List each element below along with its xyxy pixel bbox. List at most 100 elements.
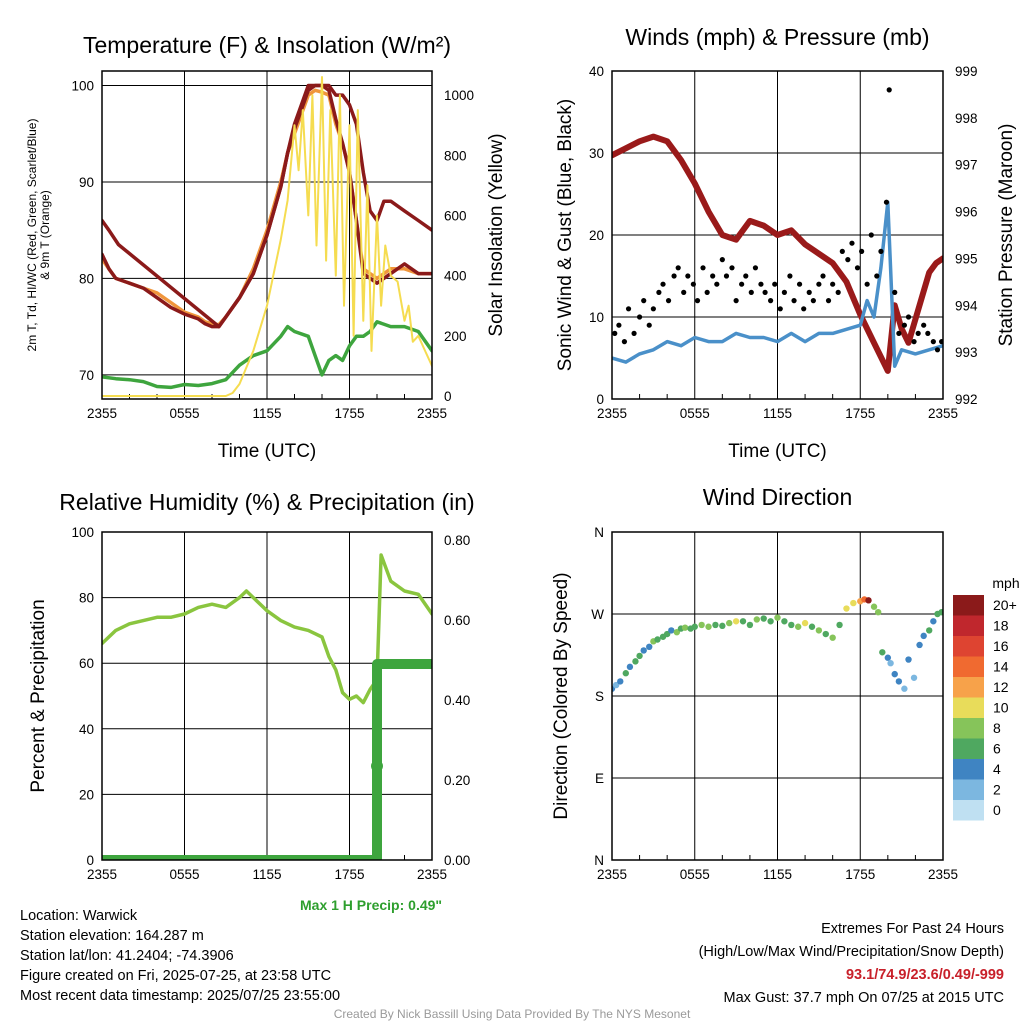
- gust-point: [810, 298, 816, 304]
- x-tick-label: 2355: [928, 406, 958, 421]
- y-tick-label: 10: [589, 310, 604, 325]
- gust-point: [710, 273, 716, 279]
- y-axis-label-left: Sonic Wind & Gust (Blue, Black): [555, 99, 576, 371]
- y-axis-label-right: Solar Insolation (Yellow): [486, 133, 507, 336]
- plot-frame: [101, 531, 433, 861]
- gust-point: [675, 265, 681, 271]
- x-tick-label: 2355: [87, 867, 117, 882]
- y-tick-label: 0: [86, 853, 94, 868]
- direction-point: [887, 660, 894, 667]
- gust-point: [925, 330, 931, 336]
- extremes-desc: (High/Low/Max Wind/Precipitation/Snow De…: [698, 944, 1004, 960]
- legend-swatch: [953, 636, 984, 657]
- extremes-block: Extremes For Past 24 Hours (High/Low/Max…: [699, 918, 1004, 1010]
- gust-point: [762, 289, 768, 295]
- y-tick-label: 60: [79, 656, 94, 671]
- gust-point: [915, 330, 921, 336]
- legend-label: 6: [993, 741, 1001, 757]
- direction-point: [781, 618, 788, 625]
- direction-point: [681, 624, 689, 631]
- gust-point: [646, 322, 652, 328]
- y-tick-label-right: 0.40: [444, 693, 470, 708]
- legend-swatch: [953, 656, 984, 677]
- series-group: [612, 87, 943, 374]
- gust-point: [636, 314, 643, 320]
- gust-point: [883, 199, 890, 205]
- gust-point: [864, 281, 870, 287]
- y-tick-label: 80: [79, 591, 94, 606]
- direction-point: [865, 597, 872, 604]
- gust-point: [768, 298, 774, 304]
- gust-point: [621, 339, 628, 345]
- chart-title: Wind Direction: [703, 484, 853, 510]
- gust-point: [806, 289, 812, 295]
- elevation-text: Station elevation: 164.287 m: [20, 928, 204, 944]
- y-tick-label-right: 993: [955, 345, 978, 360]
- x-tick-label: 1755: [334, 867, 364, 882]
- x-tick-label: 1155: [252, 406, 281, 421]
- y-tick-label: 0: [596, 392, 604, 407]
- y-tick-label-right: 997: [955, 158, 978, 173]
- temp-line: [102, 83, 432, 329]
- direction-point: [668, 627, 675, 634]
- precip-line: [102, 659, 432, 860]
- plot-frame: [611, 70, 944, 400]
- y-axis-label-left: Percent & Precipitation: [28, 599, 49, 792]
- direction-point: [746, 621, 754, 629]
- y-tick-label-right: 998: [955, 111, 978, 126]
- x-tick-label: 2355: [87, 406, 117, 421]
- direction-point: [626, 663, 634, 671]
- direction-point: [673, 629, 681, 636]
- gust-point: [934, 347, 941, 353]
- x-tick-label: 1755: [845, 406, 875, 421]
- x-tick-label: 0555: [169, 406, 199, 421]
- extremes-values: 93.1/74.9/23.6/0.49/-999: [845, 967, 1004, 983]
- series-group: [102, 76, 432, 397]
- direction-point: [870, 603, 878, 610]
- y-axis-label-right: Station Pressure (Maroon): [996, 124, 1017, 347]
- y-tick-label: N: [594, 525, 604, 540]
- x-tick-label: 0555: [680, 867, 710, 882]
- direction-point: [654, 636, 661, 643]
- plot-frame: [611, 531, 944, 861]
- gust-point: [723, 273, 730, 279]
- y-tick-label: 80: [79, 271, 94, 286]
- gust-point: [854, 265, 861, 271]
- direction-point: [691, 623, 698, 630]
- y-tick-label: 90: [79, 175, 94, 190]
- direction-point: [905, 656, 912, 663]
- gust-point: [641, 298, 647, 304]
- gust-point: [616, 322, 622, 328]
- gust-point: [665, 298, 672, 304]
- direction-point: [801, 619, 809, 627]
- y-axis-label-left: 2m T, Td, HI/WC (Red, Green, Scarlet/Blu…: [25, 119, 39, 352]
- legend-swatch: [953, 779, 984, 800]
- legend-label: 14: [993, 659, 1009, 675]
- direction-point: [739, 618, 747, 625]
- direction-point: [884, 654, 892, 661]
- legend-swatch: [953, 677, 984, 698]
- gust-point: [752, 265, 759, 271]
- gust-point: [830, 281, 836, 287]
- chart-title: Temperature (F) & Insolation (W/m²): [83, 32, 451, 58]
- y-tick-label-right: 0: [444, 389, 452, 404]
- gust-point: [896, 330, 902, 336]
- y-tick-label-right: 800: [444, 148, 467, 163]
- gust-point: [939, 339, 943, 345]
- direction-point: [843, 605, 850, 612]
- extremes-title: Extremes For Past 24 Hours: [821, 921, 1004, 937]
- y-tick-label: 20: [79, 787, 94, 802]
- gust-point: [704, 289, 710, 295]
- legend-label: 4: [993, 761, 1001, 777]
- gust-point: [911, 339, 917, 345]
- direction-point: [920, 632, 927, 640]
- y-tick-label: W: [591, 607, 604, 622]
- precip-max-label: Max 1 H Precip: 0.49": [300, 897, 443, 913]
- winds-panel: Winds (mph) & Pressure (mb) 2355 0555 1155 1…: [555, 24, 1017, 462]
- direction-point: [646, 643, 653, 650]
- legend-swatch: [953, 800, 984, 821]
- created-text: Figure created on Fri, 2025-07-25, at 23…: [20, 968, 332, 984]
- y-tick-label-right: 999: [955, 64, 978, 79]
- direction-point: [698, 621, 705, 629]
- direction-point: [916, 641, 923, 649]
